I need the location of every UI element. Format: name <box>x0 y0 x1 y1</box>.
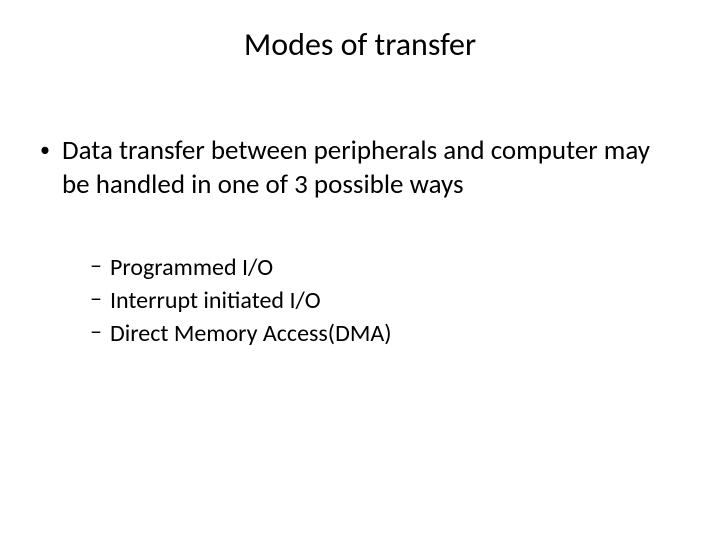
dash-icon: – <box>90 285 102 314</box>
slide-container: Modes of transfer • Data transfer betwee… <box>0 0 720 540</box>
bullet-dot-icon: • <box>40 140 50 160</box>
sub-item: – Interrupt initiated I/O <box>90 285 680 316</box>
sub-item-text: Interrupt initiated I/O <box>110 285 321 316</box>
sub-item-text: Direct Memory Access(DMA) <box>110 318 392 349</box>
main-bullet-text: Data transfer between peripherals and co… <box>62 134 680 202</box>
sub-item: – Programmed I/O <box>90 252 680 283</box>
dash-icon: – <box>90 318 102 347</box>
dash-icon: – <box>90 252 102 281</box>
sub-list: – Programmed I/O – Interrupt initiated I… <box>90 252 680 350</box>
sub-item-text: Programmed I/O <box>110 252 273 283</box>
sub-item: – Direct Memory Access(DMA) <box>90 318 680 349</box>
main-bullet: • Data transfer between peripherals and … <box>40 134 680 202</box>
slide-title: Modes of transfer <box>120 25 600 64</box>
